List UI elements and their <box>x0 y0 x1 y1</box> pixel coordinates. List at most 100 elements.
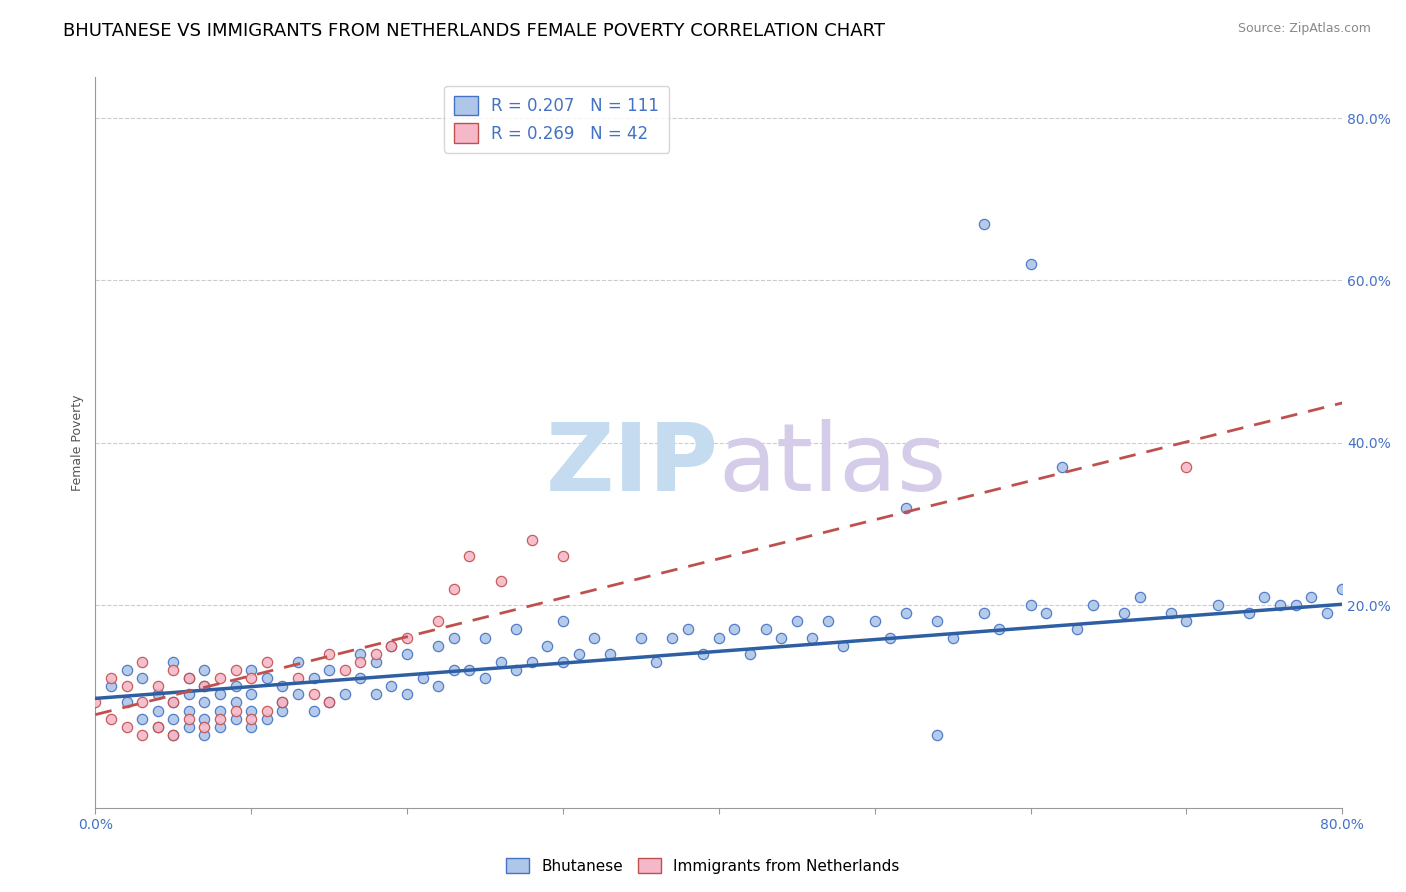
Point <box>318 696 340 710</box>
Point <box>177 687 200 701</box>
Point <box>240 671 263 685</box>
Point <box>770 631 793 645</box>
Point <box>146 720 169 734</box>
Point <box>1331 582 1354 596</box>
Point <box>84 696 107 710</box>
Point <box>1112 606 1135 620</box>
Legend: Bhutanese, Immigrants from Netherlands: Bhutanese, Immigrants from Netherlands <box>501 852 905 880</box>
Point <box>520 533 543 548</box>
Point <box>1160 606 1182 620</box>
Point <box>193 679 215 693</box>
Point <box>193 720 215 734</box>
Point <box>256 704 278 718</box>
Point <box>302 687 325 701</box>
Point <box>396 687 419 701</box>
Point <box>177 720 200 734</box>
Text: BHUTANESE VS IMMIGRANTS FROM NETHERLANDS FEMALE POVERTY CORRELATION CHART: BHUTANESE VS IMMIGRANTS FROM NETHERLANDS… <box>63 22 886 40</box>
Point <box>551 549 574 564</box>
Point <box>1035 606 1057 620</box>
Point <box>1284 598 1306 612</box>
Point <box>380 639 402 653</box>
Point <box>863 615 886 629</box>
Point <box>349 671 371 685</box>
Point <box>1175 615 1198 629</box>
Point <box>115 696 138 710</box>
Point <box>146 704 169 718</box>
Point <box>318 696 340 710</box>
Y-axis label: Female Poverty: Female Poverty <box>72 394 84 491</box>
Point <box>754 623 776 637</box>
Text: ZIP: ZIP <box>546 418 718 510</box>
Point <box>443 582 465 596</box>
Point <box>240 663 263 677</box>
Point <box>318 647 340 661</box>
Point <box>474 671 496 685</box>
Point <box>567 647 589 661</box>
Point <box>427 615 450 629</box>
Point <box>302 704 325 718</box>
Text: Source: ZipAtlas.com: Source: ZipAtlas.com <box>1237 22 1371 36</box>
Point <box>551 615 574 629</box>
Point <box>225 696 247 710</box>
Point <box>412 671 434 685</box>
Point <box>364 655 387 669</box>
Point <box>692 647 714 661</box>
Point <box>162 696 184 710</box>
Point <box>505 663 527 677</box>
Point <box>287 687 309 701</box>
Point <box>146 687 169 701</box>
Point <box>209 720 232 734</box>
Point <box>973 217 995 231</box>
Point <box>1050 460 1073 475</box>
Point <box>645 655 668 669</box>
Point <box>396 631 419 645</box>
Point <box>1206 598 1229 612</box>
Point <box>225 663 247 677</box>
Point <box>115 720 138 734</box>
Point <box>489 655 512 669</box>
Point <box>177 712 200 726</box>
Point <box>349 655 371 669</box>
Point <box>1299 590 1322 604</box>
Point <box>131 696 153 710</box>
Point <box>256 671 278 685</box>
Point <box>1081 598 1104 612</box>
Point <box>100 679 122 693</box>
Point <box>505 623 527 637</box>
Point <box>225 679 247 693</box>
Point <box>162 655 184 669</box>
Point <box>240 720 263 734</box>
Point <box>599 647 621 661</box>
Point <box>271 679 294 693</box>
Point <box>661 631 683 645</box>
Point <box>380 639 402 653</box>
Point <box>193 728 215 742</box>
Text: atlas: atlas <box>718 418 948 510</box>
Point <box>443 631 465 645</box>
Point <box>894 500 917 515</box>
Point <box>131 728 153 742</box>
Point <box>162 696 184 710</box>
Point <box>1066 623 1088 637</box>
Point <box>894 606 917 620</box>
Point <box>131 712 153 726</box>
Point <box>973 606 995 620</box>
Point <box>287 655 309 669</box>
Point <box>396 647 419 661</box>
Point <box>551 655 574 669</box>
Point <box>349 647 371 661</box>
Point <box>1175 460 1198 475</box>
Point <box>193 663 215 677</box>
Point <box>240 704 263 718</box>
Point <box>240 687 263 701</box>
Point <box>256 655 278 669</box>
Point <box>193 696 215 710</box>
Point <box>302 671 325 685</box>
Point <box>209 704 232 718</box>
Point <box>287 671 309 685</box>
Point <box>1129 590 1152 604</box>
Point <box>209 712 232 726</box>
Point <box>115 679 138 693</box>
Point <box>333 687 356 701</box>
Point <box>162 728 184 742</box>
